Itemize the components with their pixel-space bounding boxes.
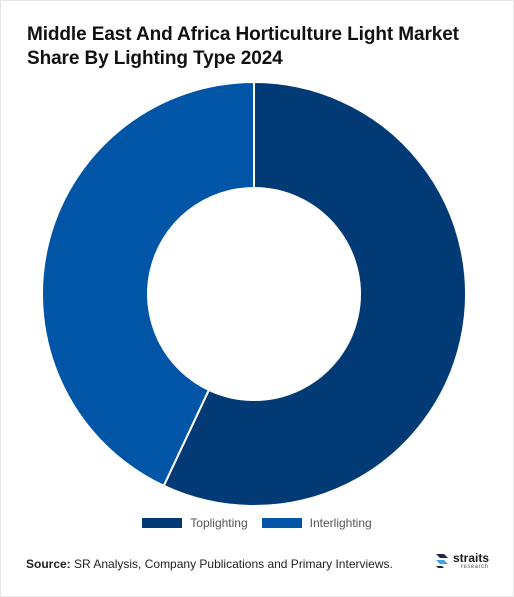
donut-slice-toplighting[interactable] (162, 80, 467, 507)
donut-slice-interlighting[interactable] (41, 80, 255, 488)
legend-item-toplighting[interactable]: Toplighting (142, 516, 248, 530)
logo-wordmark: straits (453, 551, 490, 565)
source-text: SR Analysis, Company Publications and Pr… (74, 557, 393, 571)
legend-label-toplighting: Toplighting (190, 516, 248, 530)
legend-swatch-interlighting (261, 518, 302, 528)
chart-title: Middle East And Africa Horticulture Ligh… (27, 24, 459, 69)
source-note: Source: SR Analysis, Company Publication… (26, 557, 393, 571)
logo-subtext: research (461, 564, 489, 570)
chart-legend: Toplighting Interlighting (0, 516, 514, 530)
donut-slices (41, 80, 467, 507)
straits-research-logo: straits research (434, 552, 489, 570)
legend-swatch-toplighting (142, 518, 183, 528)
legend-item-interlighting[interactable]: Interlighting (261, 516, 372, 530)
legend-label-interlighting: Interlighting (309, 516, 372, 530)
straits-logo-icon (436, 554, 448, 568)
source-label: Source: (26, 557, 71, 571)
